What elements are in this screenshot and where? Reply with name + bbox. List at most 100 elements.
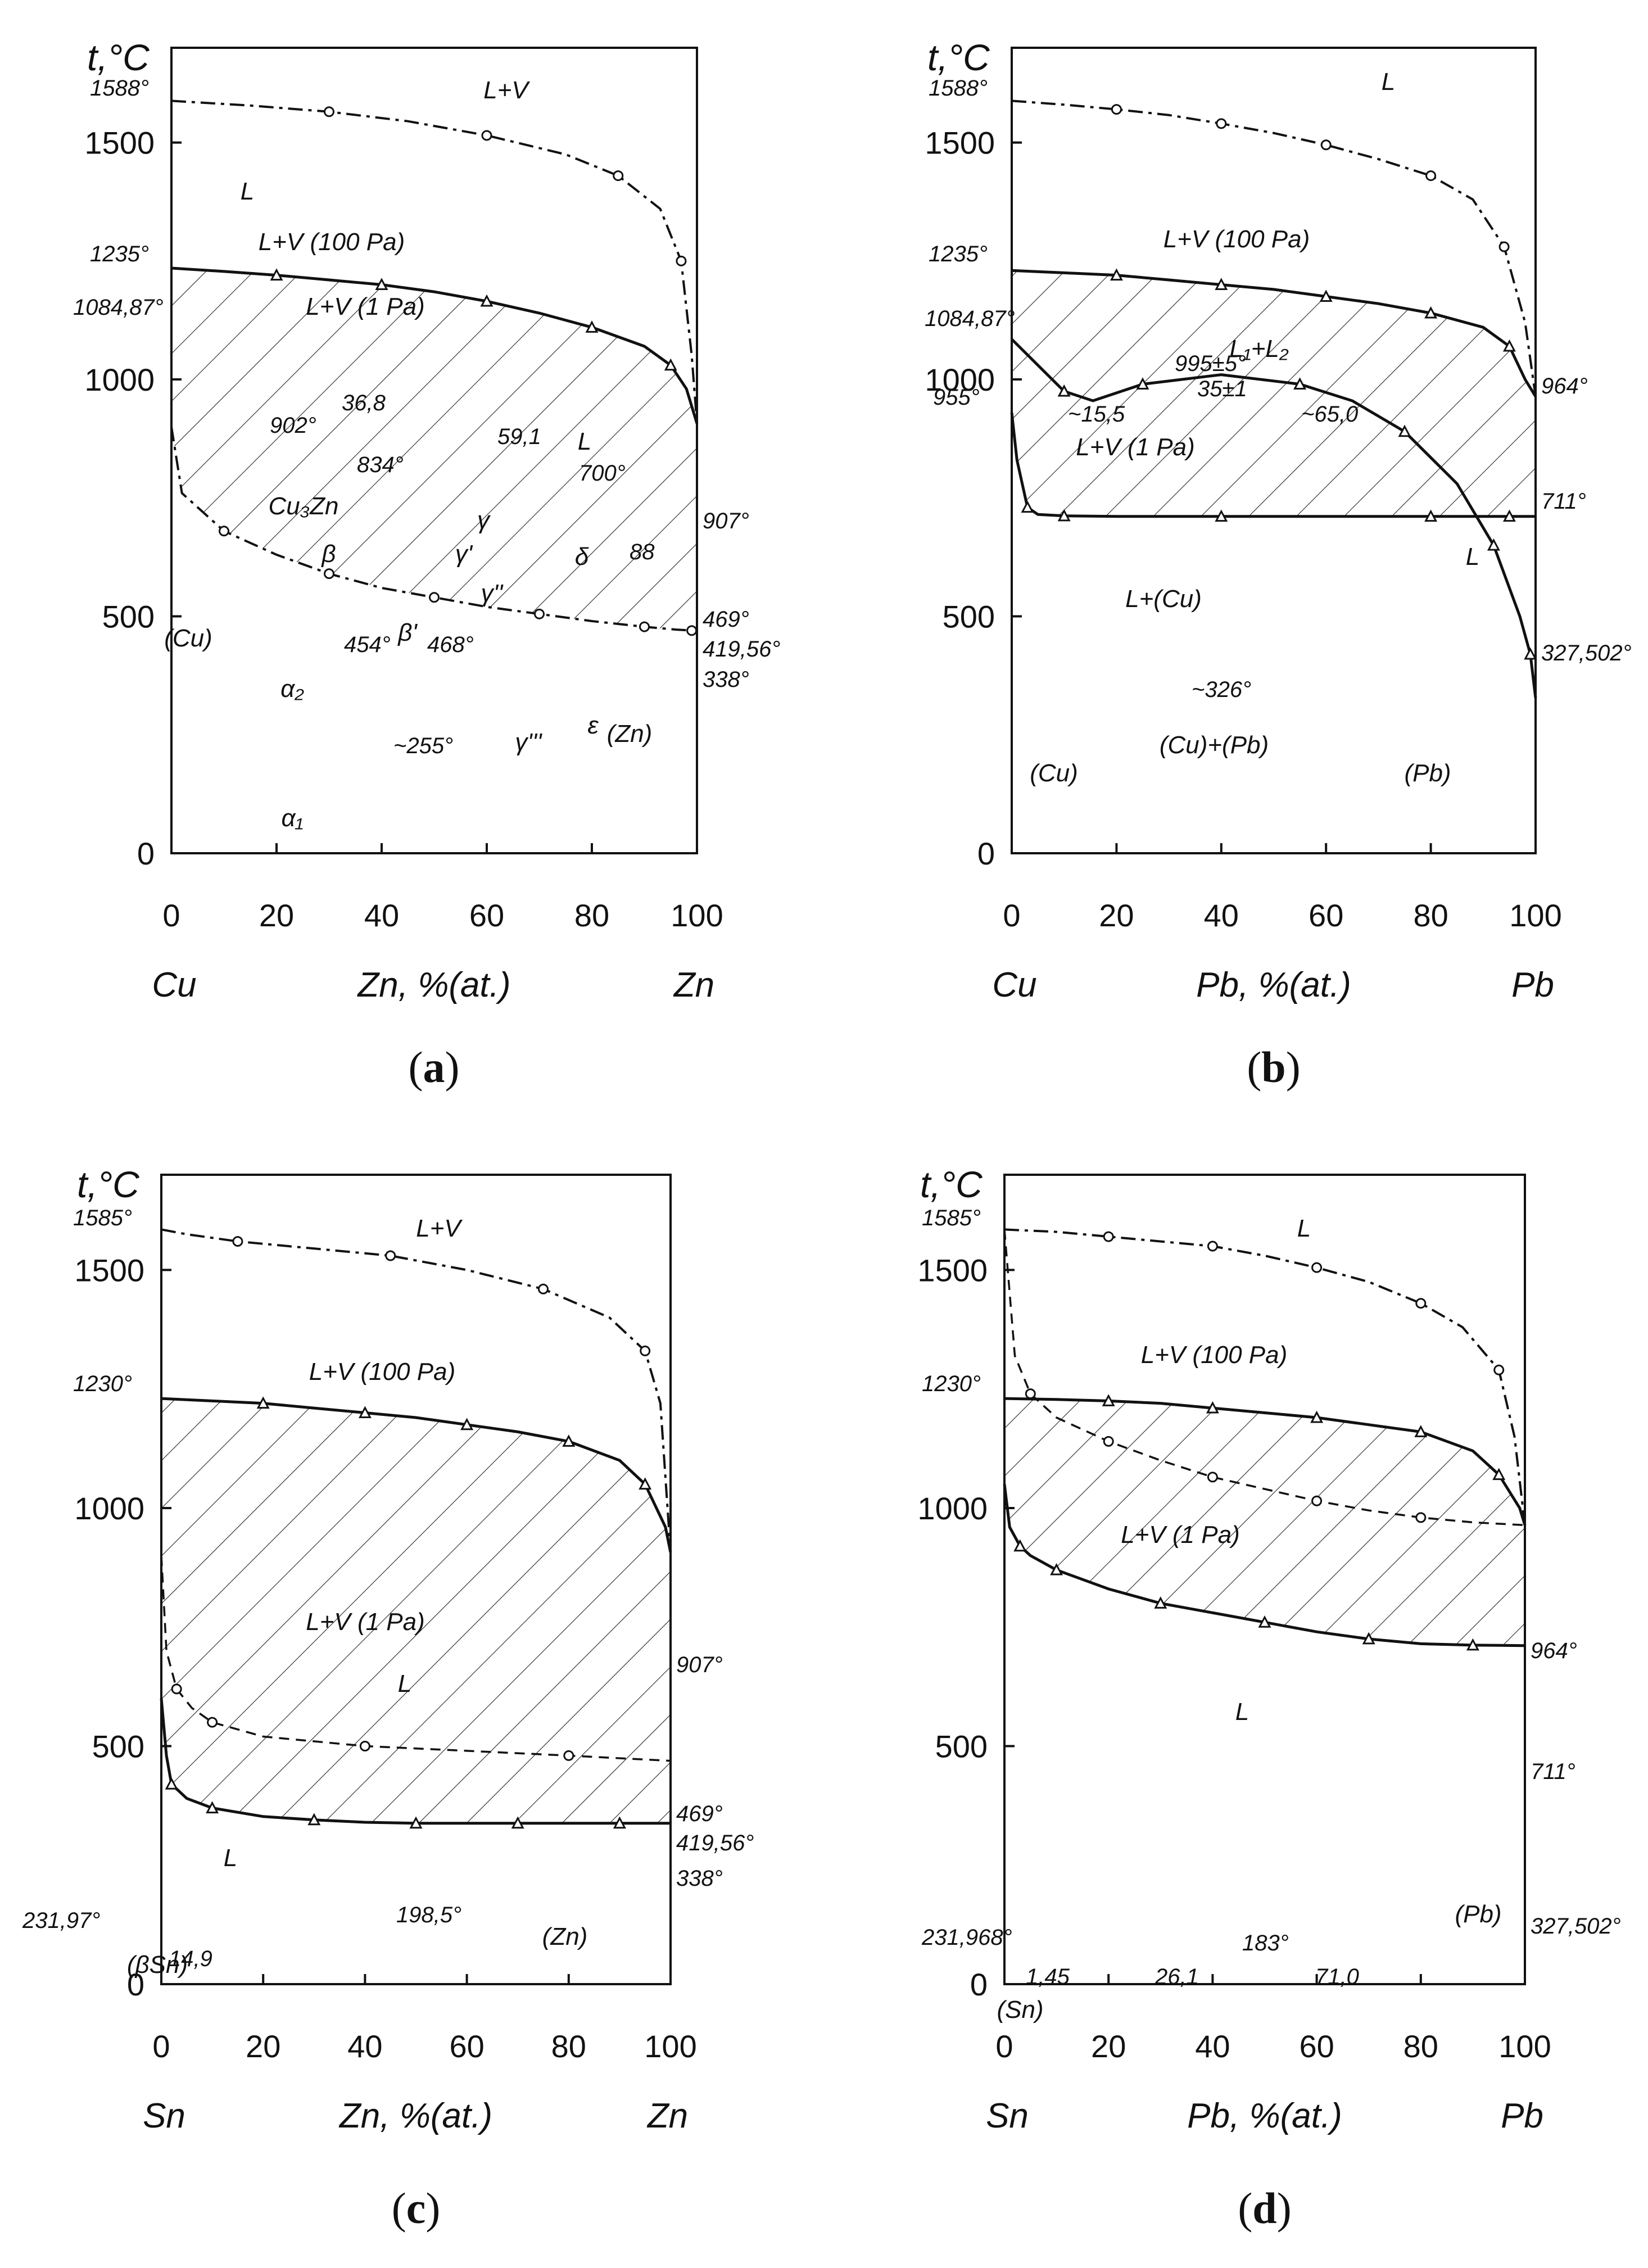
marker-circle: [1311, 1495, 1323, 1506]
marker-circle: [359, 1740, 370, 1751]
region-label: L: [1235, 1698, 1249, 1726]
marker-circle: [640, 1345, 651, 1356]
annotation-label: 71,0: [1315, 1964, 1359, 1989]
x-tick-label: 20: [1099, 898, 1134, 933]
annotation-label: 711°: [1541, 489, 1586, 514]
annotation-label: 964°: [1531, 1638, 1577, 1663]
region-label: L+V: [416, 1215, 463, 1242]
marker-triangle: [206, 1801, 219, 1814]
series-line-3: [1011, 338, 1537, 699]
region-label: L: [1382, 68, 1395, 96]
region-label: L+V (100 Pa): [1163, 225, 1310, 253]
x-tick-label: 0: [995, 2029, 1013, 2064]
region-label: δ: [575, 543, 589, 571]
caption-letter: b: [1261, 1043, 1285, 1092]
panel-caption: (d): [1238, 2184, 1291, 2233]
y-axis-title: t,°C: [927, 37, 990, 78]
marker-circle: [232, 1236, 243, 1247]
marker-triangle: [409, 1816, 423, 1829]
region-label: (Zn): [607, 720, 653, 748]
marker-triangle: [562, 1434, 576, 1447]
annotation-label: 454°: [344, 632, 391, 657]
region-label: L+V (100 Pa): [309, 1358, 456, 1386]
marker-triangle: [1215, 278, 1228, 290]
region-label: L+V (1 Pa): [1076, 433, 1195, 461]
region-label: (Cu)+(Pb): [1160, 731, 1269, 759]
annotation-label: ~65,0: [1301, 402, 1358, 427]
region-label: L₁+L₂: [1229, 335, 1289, 363]
marker-triangle: [1502, 509, 1516, 522]
marker-circle: [1493, 1364, 1505, 1375]
marker-triangle: [1206, 1401, 1219, 1414]
marker-circle: [676, 255, 687, 266]
caption-letter: c: [406, 2184, 426, 2233]
hatched-region: [161, 1398, 671, 1823]
annotation-label: 327,502°: [1531, 1914, 1621, 1939]
marker-circle: [1498, 241, 1510, 252]
region-label: β': [397, 619, 418, 646]
region-label: (βSn): [127, 1951, 188, 1979]
plot-frame: [160, 1174, 672, 1985]
annotation-label: 907°: [676, 1653, 723, 1677]
annotation-label: 338°: [676, 1866, 723, 1891]
marker-circle: [219, 526, 229, 537]
y-tick-label: 1000: [84, 362, 155, 397]
marker-triangle: [1258, 1615, 1271, 1628]
marker-triangle: [639, 1477, 652, 1490]
annotation-label: ~255°: [393, 734, 453, 758]
y-tick-label: 1500: [917, 1252, 988, 1288]
annotation-label: 1588°: [90, 76, 149, 101]
region-label: ε: [587, 712, 599, 739]
marker-triangle: [1013, 1539, 1027, 1552]
x-axis-label: Zn, %(at.): [338, 2097, 492, 2135]
annotation-label: ~15,5: [1068, 402, 1125, 427]
annotation-label: 183°: [1242, 1931, 1289, 1955]
annotation-label: 1084,87°: [73, 295, 164, 320]
x-tick-label: 60: [1309, 898, 1343, 933]
annotation-label: 955°: [933, 385, 980, 410]
marker-triangle: [1154, 1596, 1167, 1609]
marker-triangle: [460, 1418, 474, 1430]
annotation-label: 907°: [703, 509, 749, 533]
region-label: Cu₃Zn: [268, 492, 338, 520]
y-tick-label: 1500: [84, 125, 155, 161]
x-tick-label: 80: [551, 2029, 586, 2064]
x-tick-label: 100: [644, 2029, 696, 2064]
annotation-label: 468°: [427, 632, 474, 657]
annotation-label: 327,502°: [1541, 641, 1632, 666]
y-tick-label: 1500: [74, 1252, 144, 1288]
x-tick-label: 100: [671, 898, 723, 933]
marker-triangle: [165, 1777, 178, 1790]
caption-letter: a: [423, 1043, 445, 1092]
x-tick-label: 40: [1204, 898, 1239, 933]
plot-frame: [170, 47, 698, 854]
marker-circle: [613, 170, 624, 182]
y-tick-label: 500: [935, 1728, 988, 1764]
marker-circle: [1207, 1241, 1218, 1252]
annotation-label: 1230°: [73, 1371, 132, 1396]
region-label: L: [241, 178, 254, 205]
annotation-label: 1588°: [929, 76, 988, 101]
x-tick-label: 60: [1299, 2029, 1334, 2064]
marker-circle: [385, 1250, 396, 1261]
region-label: γ'': [481, 580, 504, 607]
marker-circle: [207, 1717, 218, 1728]
marker-triangle: [1102, 1394, 1115, 1406]
x-right-element: Zn: [673, 966, 714, 1004]
marker-circle: [534, 608, 545, 619]
annotation-label: ~326°: [1192, 677, 1251, 702]
annotation-label: 1,45: [1026, 1964, 1070, 1989]
marker-circle: [1311, 1262, 1323, 1273]
series-line-0: [170, 427, 698, 632]
marker-triangle: [1398, 424, 1411, 437]
x-axis-label: Zn, %(at.): [356, 966, 510, 1004]
region-label: L: [224, 1844, 237, 1872]
series-line-2: [171, 99, 698, 424]
annotation-label: 834°: [357, 452, 404, 477]
x-tick-label: 20: [259, 898, 294, 933]
marker-triangle: [358, 1406, 372, 1419]
annotation-label: 711°: [1531, 1759, 1575, 1784]
marker-triangle: [511, 1816, 524, 1829]
region-label: L+V (100 Pa): [1141, 1341, 1288, 1369]
